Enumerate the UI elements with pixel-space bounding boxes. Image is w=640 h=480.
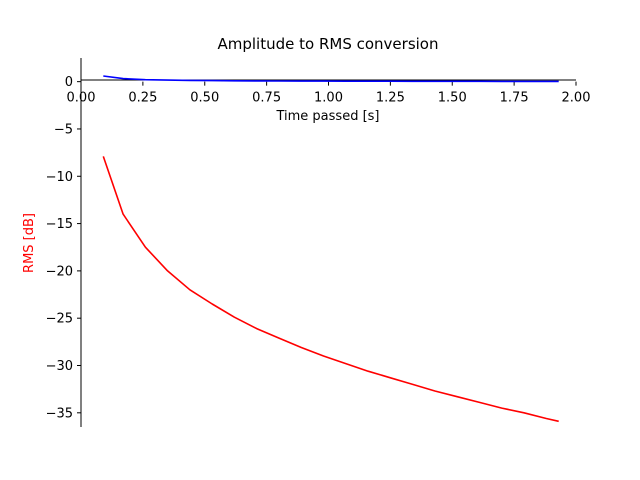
x-tick-label: 0.00	[67, 91, 96, 106]
x-tick-label: 2.00	[562, 91, 591, 106]
x-ticks: 0.00 0.25 0.50 0.75 1.00 1.25 1.50 1.75 2.00	[67, 81, 591, 106]
x-tick-label: 1.50	[438, 91, 467, 106]
y-tick-label: 0	[65, 75, 73, 90]
y-axis-label: RMS [dB]	[22, 213, 37, 273]
x-tick-label: 1.00	[314, 91, 343, 106]
series-line-1	[102, 156, 559, 423]
x-tick-label: 0.50	[190, 91, 219, 106]
y-tick-label: −20	[46, 264, 73, 279]
chart-title: Amplitude to RMS conversion	[218, 35, 439, 53]
y-tick-label: −10	[46, 170, 73, 185]
series-line-0	[103, 75, 559, 83]
series-lines	[102, 75, 559, 423]
y-tick-label: −25	[46, 312, 73, 327]
x-tick-label: 0.75	[252, 91, 281, 106]
y-tick-label: −15	[46, 217, 73, 232]
y-tick-label: −30	[46, 359, 73, 374]
y-ticks: 0 −5 −10 −15 −20 −25 −30 −35	[46, 75, 81, 421]
y-tick-label: −5	[54, 122, 73, 137]
x-tick-label: 0.25	[128, 91, 157, 106]
x-tick-label: 1.25	[376, 91, 405, 106]
y-tick-label: −35	[46, 406, 73, 421]
x-tick-label: 1.75	[500, 91, 529, 106]
x-axis-label: Time passed [s]	[275, 109, 379, 124]
